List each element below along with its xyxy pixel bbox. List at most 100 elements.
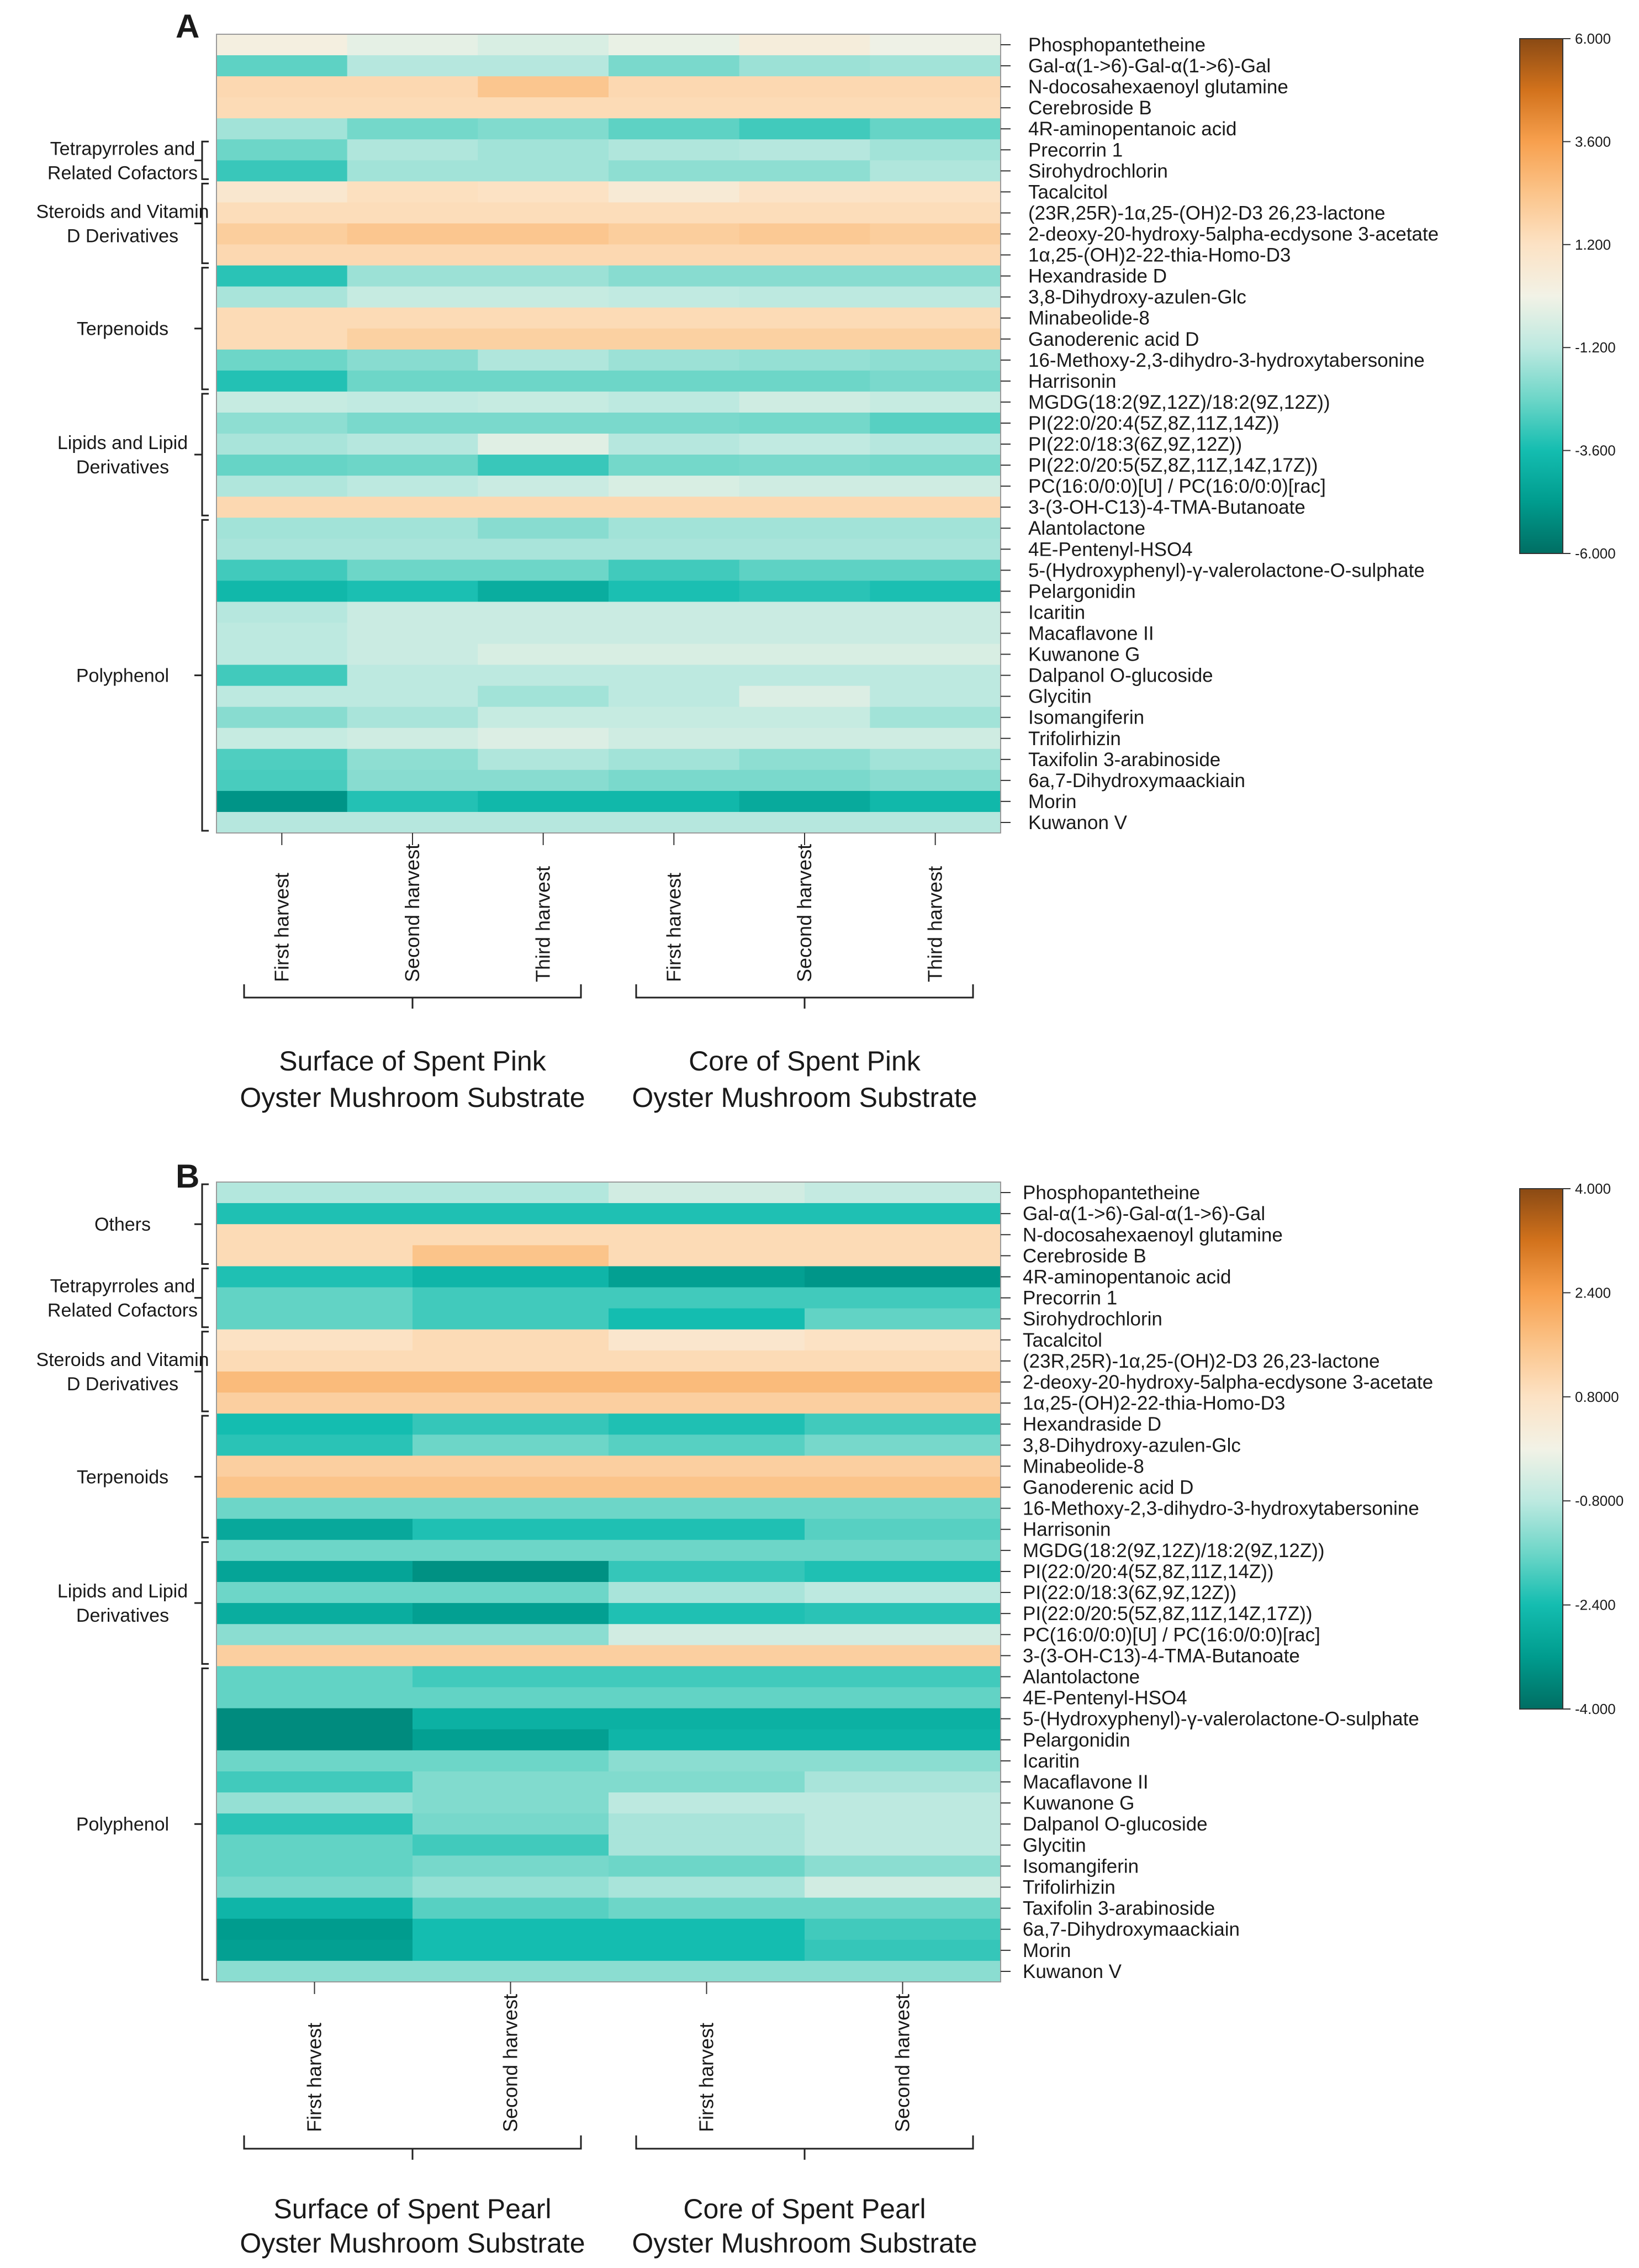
row-label: Phosphopantetheine (1028, 34, 1206, 56)
row-label: PI(22:0/20:4(5Z,8Z,11Z,14Z)) (1028, 413, 1280, 434)
heatmap-cell (413, 1329, 609, 1351)
heatmap-cell (870, 328, 1001, 350)
heatmap-cell (478, 434, 609, 455)
heatmap-cell (805, 1287, 1001, 1309)
heatmap-cell (609, 476, 740, 497)
column-group-title: Oyster Mushroom Substrate (240, 2228, 585, 2259)
row-group-label: Others (94, 1214, 151, 1235)
heatmap-cell (739, 476, 870, 497)
heatmap-cell (216, 412, 348, 434)
row-label: Cerebroside B (1023, 1245, 1146, 1267)
heatmap-cell (216, 1939, 413, 1961)
row-group-label: Steroids and Vitamin (36, 1349, 209, 1370)
heatmap-cell (609, 1897, 805, 1919)
heatmap-cell (805, 1476, 1001, 1499)
row-label: PC(16:0/0:0)[U] / PC(16:0/0:0)[rac] (1028, 476, 1326, 497)
row-group-label: Polyphenol (76, 1814, 169, 1835)
heatmap-cell (609, 748, 740, 771)
heatmap-cell (870, 307, 1001, 329)
heatmap-cell (216, 1308, 413, 1330)
heatmap-cell (216, 139, 348, 161)
heatmap-cell (609, 685, 740, 708)
colorbar-tick-label: 0.8000 (1575, 1389, 1619, 1405)
column-group-title: Core of Spent Pearl (683, 2193, 926, 2224)
heatmap-cell (413, 1603, 609, 1624)
heatmap-cell (609, 602, 740, 624)
heatmap-cell (739, 769, 870, 792)
heatmap-cell (347, 286, 478, 308)
heatmap-cell (478, 328, 609, 350)
row-label: Harrisonin (1023, 1519, 1111, 1541)
heatmap-cell (216, 1918, 413, 1940)
row-label: Sirohydrochlorin (1023, 1309, 1162, 1330)
heatmap-cell (609, 811, 740, 834)
heatmap-cell (805, 1266, 1001, 1288)
heatmap-cell (739, 118, 870, 140)
colorbar-tick-label: -4.000 (1575, 1701, 1616, 1717)
heatmap-cell (805, 1560, 1001, 1583)
heatmap-cell (347, 244, 478, 266)
heatmap-cell (216, 497, 348, 518)
heatmap-cell (413, 1624, 609, 1645)
heatmap-cell (216, 706, 348, 729)
heatmap-cell (870, 265, 1001, 287)
heatmap-cell (870, 244, 1001, 266)
heatmap-cell (216, 1687, 413, 1709)
heatmap-cell (805, 1371, 1001, 1393)
heatmap-cell (216, 202, 348, 224)
heatmap-cell (413, 1560, 609, 1583)
heatmap-cell (805, 1434, 1001, 1456)
heatmap-cell (739, 223, 870, 245)
column-label: Second harvest (499, 1994, 522, 2132)
heatmap-cell (347, 434, 478, 455)
heatmap-cell (347, 118, 478, 140)
row-label: Glycitin (1023, 1834, 1086, 1856)
heatmap-cell (609, 139, 740, 161)
colorbar-tick-label: -0.8000 (1575, 1492, 1624, 1509)
row-group-label: Terpenoids (77, 319, 168, 340)
heatmap-cell (347, 497, 478, 518)
heatmap-cell (609, 1939, 805, 1961)
colorbar-tick-label: 1.200 (1575, 236, 1611, 253)
heatmap-panel-b: B PhosphopantetheineGal-α(1->6)-Gal-α(1->… (36, 1158, 1624, 2259)
heatmap-cell (805, 1203, 1001, 1225)
heatmap-cell (347, 412, 478, 434)
column-group-title: Surface of Spent Pink (279, 1046, 547, 1077)
row-group-label: Polyphenol (76, 666, 169, 687)
heatmap-cell (347, 349, 478, 371)
heatmap-cell (609, 769, 740, 792)
heatmap-cell (609, 370, 740, 392)
heatmap-cell (805, 1582, 1001, 1604)
heatmap-cell (609, 307, 740, 329)
heatmap-cell (347, 581, 478, 603)
row-label: Kuwanone G (1023, 1792, 1134, 1814)
heatmap-cell (216, 1455, 413, 1478)
heatmap-cell (870, 581, 1001, 603)
heatmap-cell (413, 1834, 609, 1856)
heatmap-cell (216, 790, 348, 813)
heatmap-cell (805, 1708, 1001, 1730)
heatmap-cell (216, 1666, 413, 1688)
heatmap-cell (609, 1497, 805, 1520)
heatmap-cell (478, 518, 609, 539)
row-label: Morin (1023, 1940, 1071, 1961)
heatmap-cell (413, 1371, 609, 1393)
heatmap-cell (413, 1455, 609, 1478)
heatmap-cell (413, 1939, 609, 1961)
heatmap-cell (216, 581, 348, 603)
heatmap-cell (216, 769, 348, 792)
heatmap-cell (805, 1834, 1001, 1856)
heatmap-cell (609, 328, 740, 350)
heatmap-cell (478, 706, 609, 729)
heatmap-cell (609, 1708, 805, 1730)
heatmap-cell (413, 1497, 609, 1520)
column-group-title: Oyster Mushroom Substrate (632, 2228, 977, 2259)
heatmap-cell (216, 1603, 413, 1624)
heatmap-cell (739, 685, 870, 708)
heatmap-cell (739, 370, 870, 392)
row-label: Sirohydrochlorin (1028, 160, 1168, 182)
heatmap-cell (870, 664, 1001, 687)
heatmap-cell (413, 1666, 609, 1688)
row-label: MGDG(18:2(9Z,12Z)/18:2(9Z,12Z)) (1023, 1540, 1325, 1562)
column-label: Third harvest (924, 866, 947, 982)
